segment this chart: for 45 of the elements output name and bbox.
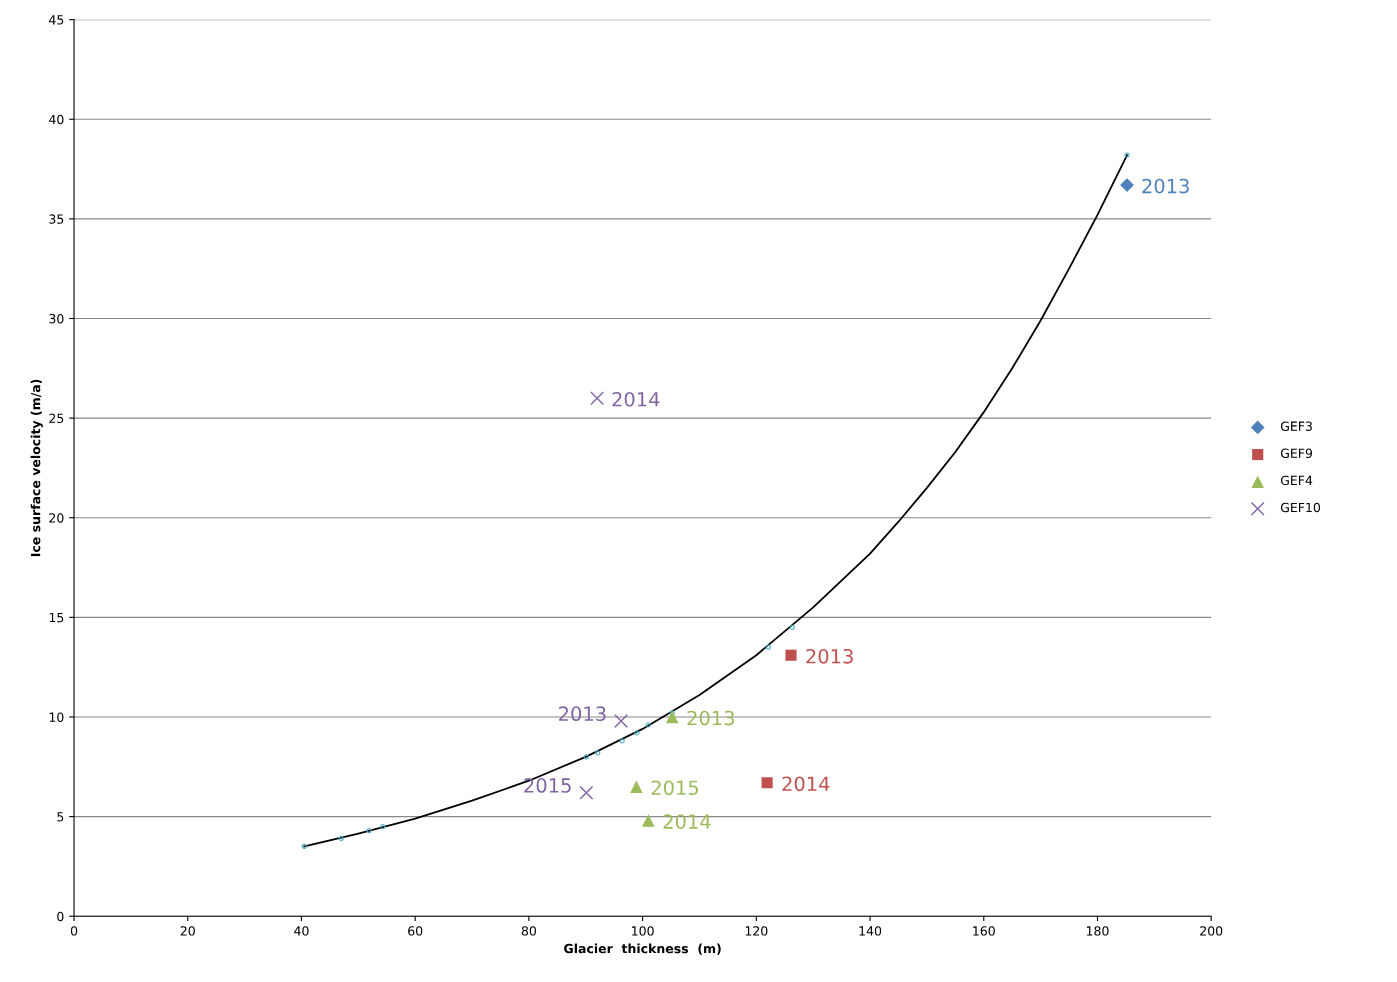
y-tick-label: 35 <box>49 214 64 224</box>
annotation: 2015 <box>651 780 699 796</box>
y-tick-label: 20 <box>49 513 64 523</box>
y-tick-label: 15 <box>49 612 64 623</box>
annotation: 2015 <box>524 778 571 793</box>
x-tick-label: 120 <box>745 926 768 936</box>
x-tick-label: 160 <box>973 926 995 936</box>
annotation: 2013 <box>559 706 606 722</box>
point <box>665 710 679 724</box>
x-tick-label: 100 <box>632 926 654 936</box>
x-tick-label: 200 <box>1200 926 1223 936</box>
y-axis-title: Ice surface velocity (m/a) <box>30 379 43 557</box>
x-tick-label: 40 <box>294 926 309 936</box>
x-tick-label: 20 <box>180 926 195 936</box>
point <box>785 649 797 661</box>
point <box>630 780 643 793</box>
annotation: 2013 <box>1142 178 1189 194</box>
x-tick-label: 0 <box>70 926 78 936</box>
y-tick-label: 10 <box>49 712 64 722</box>
x-tick-label: 180 <box>1086 926 1109 936</box>
annotation: 2014 <box>782 776 830 792</box>
annotation: 2013 <box>687 710 734 726</box>
annotation: 2014 <box>612 391 660 407</box>
legend-label: GEF9 <box>1280 448 1313 458</box>
y-tick-label: 25 <box>49 413 64 424</box>
y-tick-label: 0 <box>57 911 64 922</box>
point <box>614 714 628 728</box>
line-series <box>303 154 1128 848</box>
y-tick-label: 5 <box>57 812 64 822</box>
legend-label: GEF3 <box>1280 421 1312 431</box>
annotation: 2013 <box>806 648 853 664</box>
point <box>761 777 773 789</box>
legend-label: GEF10 <box>1280 502 1321 513</box>
x-tick-label: 140 <box>859 926 882 936</box>
y-tick-label: 40 <box>49 114 64 125</box>
legend-label: GEF4 <box>1280 475 1313 486</box>
x-tick-label: 60 <box>408 926 423 936</box>
point <box>579 785 594 800</box>
x-axis-title: Glacier thickness (m) <box>564 943 721 955</box>
annotation: 2014 <box>663 814 711 829</box>
point <box>590 391 605 406</box>
x-tick-label: 80 <box>521 926 537 936</box>
y-tick-label: 45 <box>49 15 64 25</box>
y-tick-label: 30 <box>49 313 64 324</box>
point <box>642 814 655 827</box>
